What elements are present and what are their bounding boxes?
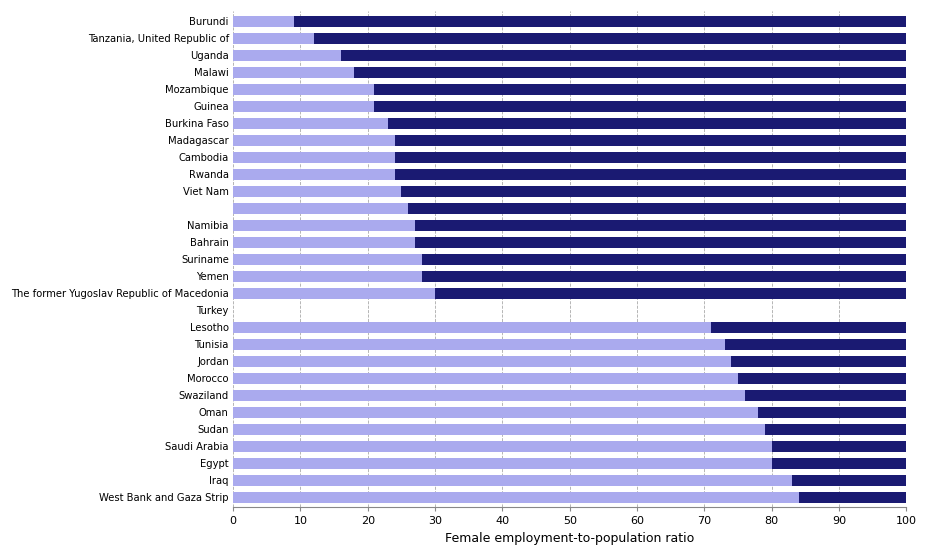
X-axis label: Female employment-to-population ratio: Female employment-to-population ratio: [445, 532, 693, 545]
Bar: [764, 424, 906, 435]
Bar: [408, 203, 906, 214]
Bar: [233, 203, 408, 214]
Bar: [313, 33, 906, 44]
Bar: [394, 135, 906, 146]
Bar: [233, 373, 737, 384]
Bar: [757, 406, 906, 418]
Bar: [233, 237, 414, 248]
Bar: [394, 168, 906, 180]
Bar: [233, 168, 394, 180]
Bar: [233, 406, 757, 418]
Bar: [233, 339, 724, 350]
Bar: [233, 50, 340, 61]
Bar: [414, 237, 906, 248]
Bar: [233, 152, 394, 163]
Bar: [233, 440, 771, 451]
Bar: [233, 84, 374, 95]
Bar: [374, 101, 906, 112]
Bar: [730, 356, 906, 367]
Bar: [233, 424, 764, 435]
Bar: [771, 440, 906, 451]
Bar: [435, 287, 906, 299]
Bar: [233, 33, 313, 44]
Bar: [233, 186, 401, 197]
Bar: [233, 220, 414, 231]
Bar: [710, 322, 906, 332]
Bar: [724, 339, 906, 350]
Bar: [414, 220, 906, 231]
Bar: [421, 271, 906, 282]
Bar: [791, 475, 906, 485]
Bar: [233, 67, 354, 78]
Bar: [233, 356, 730, 367]
Bar: [354, 67, 906, 78]
Bar: [744, 390, 906, 401]
Bar: [233, 135, 394, 146]
Bar: [798, 492, 906, 503]
Bar: [233, 16, 293, 27]
Bar: [233, 492, 798, 503]
Bar: [293, 16, 906, 27]
Bar: [233, 475, 791, 485]
Bar: [771, 458, 906, 469]
Bar: [233, 118, 387, 129]
Bar: [401, 186, 906, 197]
Bar: [387, 118, 906, 129]
Bar: [737, 373, 906, 384]
Bar: [233, 254, 421, 265]
Bar: [233, 322, 710, 332]
Bar: [394, 152, 906, 163]
Bar: [233, 271, 421, 282]
Bar: [233, 458, 771, 469]
Bar: [374, 84, 906, 95]
Bar: [233, 287, 435, 299]
Bar: [421, 254, 906, 265]
Bar: [340, 50, 906, 61]
Bar: [233, 390, 744, 401]
Bar: [233, 101, 374, 112]
